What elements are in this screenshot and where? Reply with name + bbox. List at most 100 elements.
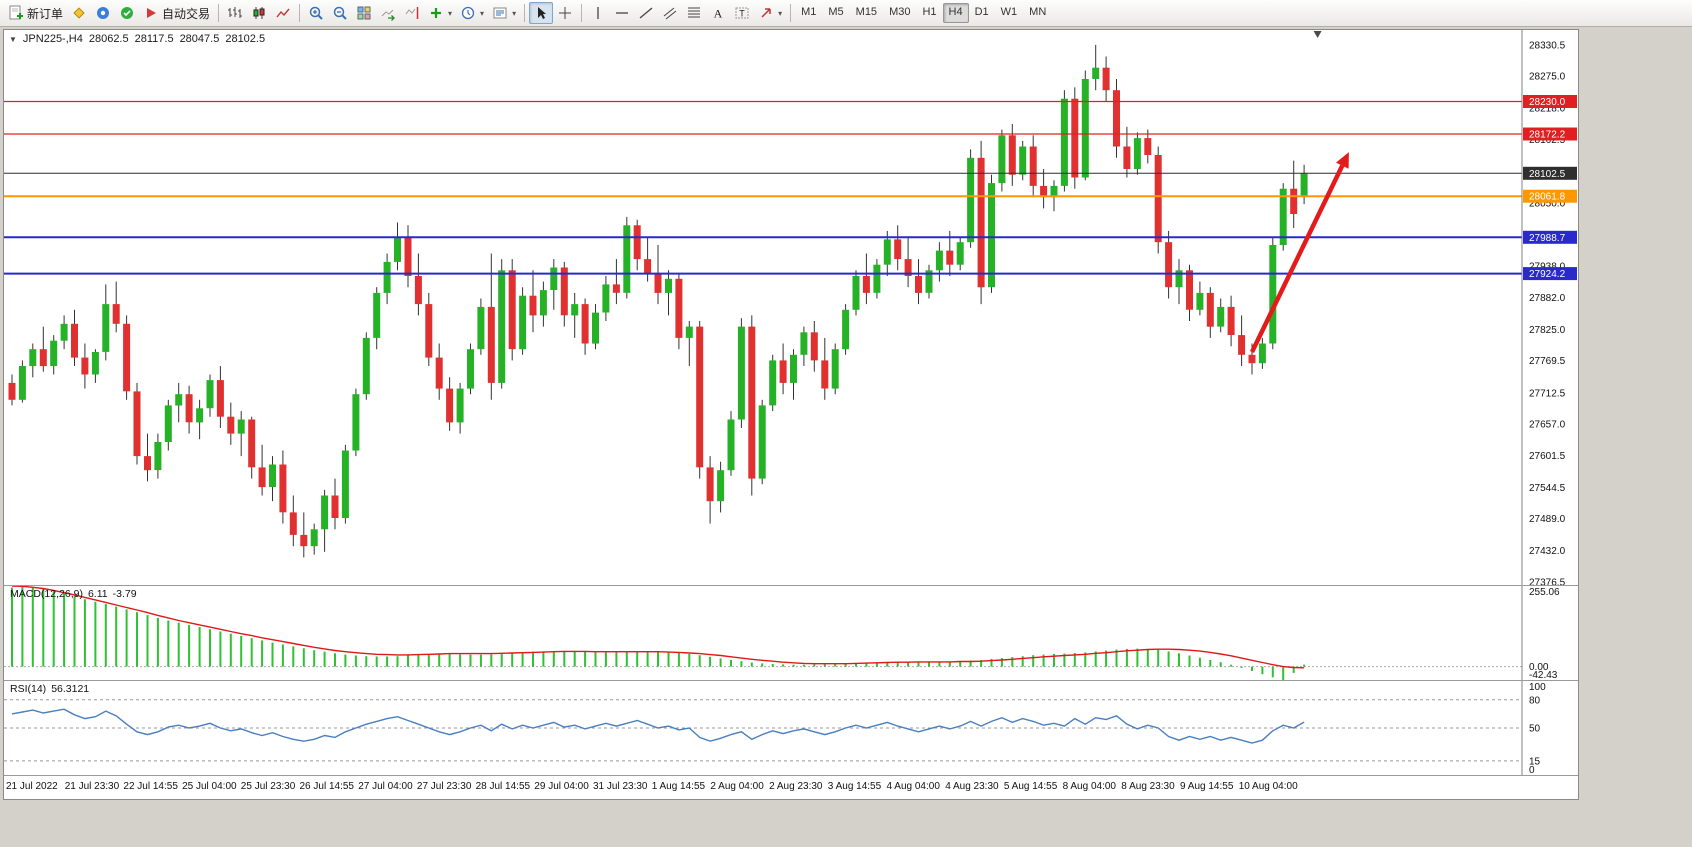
rsi-canvas[interactable]: 100 80 50 150 (4, 681, 1578, 775)
candle (352, 394, 360, 451)
time-label: 1 Aug 14:55 (651, 781, 706, 792)
timeframe-h4[interactable]: H4 (942, 3, 969, 23)
candle (883, 239, 891, 265)
candle (519, 295, 527, 350)
indicators-button[interactable]: ▾ (424, 2, 456, 24)
price-tick: 28218.0 (1529, 104, 1566, 115)
tile-windows-button[interactable] (352, 2, 376, 24)
time-label: 25 Jul 04:00 (182, 781, 237, 792)
signals-button[interactable] (115, 2, 139, 24)
main-chart-canvas[interactable]: 28330.528275.028218.028162.528106.528050… (4, 30, 1578, 585)
timeframe-m5[interactable]: M5 (828, 6, 844, 18)
fibonacci-button[interactable] (682, 2, 706, 24)
text-button[interactable]: A (706, 2, 730, 24)
arrows-button[interactable]: ▾ (754, 2, 786, 24)
timeframe-m15[interactable]: M15 (855, 6, 878, 18)
trendline-icon (638, 5, 654, 21)
candle (842, 309, 850, 350)
timeframe-d1[interactable]: D1 (974, 6, 989, 18)
cursor-button[interactable] (529, 2, 554, 24)
text-label-button[interactable]: T (730, 2, 754, 24)
time-label: 9 Aug 14:55 (1180, 781, 1234, 792)
timeframe-h1[interactable]: H1 (922, 6, 937, 18)
price-tick: 28275.0 (1529, 72, 1566, 83)
market-watch-button[interactable] (91, 2, 115, 24)
time-label: 8 Aug 04:00 (1062, 781, 1116, 792)
price-badge: 27988.7 (1523, 230, 1577, 244)
one-click-trading-toggle[interactable]: ▼ (9, 34, 17, 44)
timeframe-m1[interactable]: M1 (801, 6, 817, 18)
macd-scale-zero: 0.00 (1529, 662, 1549, 673)
svg-text:27988.7: 27988.7 (1529, 233, 1566, 244)
rsi-line (11, 708, 1305, 744)
time-label: 26 Jul 14:55 (299, 781, 355, 792)
horizontal-line-button[interactable] (610, 2, 634, 24)
candle (237, 419, 245, 434)
time-label: 27 Jul 04:00 (358, 781, 413, 792)
price-tick: 27544.5 (1529, 483, 1566, 494)
candle (1123, 146, 1131, 169)
price-tick: 27432.0 (1529, 546, 1566, 557)
templates-button[interactable]: ▾ (488, 2, 520, 24)
trend-arrow[interactable] (1249, 152, 1349, 353)
candle (144, 456, 151, 471)
new-order-icon (8, 5, 24, 21)
rsi-scale-label: 15 (1529, 756, 1541, 767)
candle (175, 394, 183, 406)
symbol-timeframe: JPN225-,H4 (22, 33, 83, 45)
price-tick: 27712.5 (1529, 388, 1566, 399)
chevron-down-icon: ▾ (480, 8, 485, 18)
candle (39, 349, 47, 367)
bar-chart-button[interactable] (223, 2, 247, 24)
channel-icon (662, 5, 678, 21)
macd-main-value: 6.11 (87, 588, 108, 600)
line-chart-button[interactable] (271, 2, 295, 24)
candle (1060, 98, 1068, 186)
candle (758, 405, 766, 479)
candle (737, 326, 745, 420)
periods-button[interactable]: ▾ (456, 2, 488, 24)
main-chart-panel[interactable]: ▼ JPN225-,H4 28062.5 28117.5 28047.5 281… (4, 30, 1578, 585)
timeframe-mn[interactable]: MN (1029, 6, 1047, 18)
candle (925, 270, 933, 293)
time-axis[interactable]: 21 Jul 2022 21 Jul 23:30 22 Jul 14:55 25 Ju… (4, 775, 1578, 799)
rsi-scale-label: 100 (1529, 682, 1546, 693)
metaeditor-button[interactable] (67, 2, 91, 24)
bar-chart-icon (227, 5, 243, 21)
candle (414, 276, 422, 305)
tile-windows-icon (356, 5, 372, 21)
vertical-line-button[interactable] (586, 2, 610, 24)
macd-signal-line (11, 586, 1305, 669)
zoom-in-button[interactable] (304, 2, 328, 24)
candle (1144, 138, 1152, 155)
candlestick-chart-button[interactable] (247, 2, 271, 24)
candle (112, 304, 120, 324)
chevron-down-icon: ▾ (778, 8, 783, 18)
rsi-scale-label: 50 (1529, 724, 1541, 735)
chart-shift-button[interactable] (400, 2, 424, 24)
candle (154, 442, 162, 471)
macd-panel[interactable]: MACD(12,26,9) 6.11 -3.79 255.06 0.00 -42.4… (4, 585, 1578, 680)
price-badge: 28061.8 (1523, 189, 1577, 203)
candle (227, 416, 235, 434)
auto-scroll-button[interactable] (376, 2, 400, 24)
candle (717, 470, 725, 502)
time-label: 22 Jul 14:55 (123, 781, 178, 792)
new-order-button[interactable]: 新订单 (4, 2, 67, 24)
macd-canvas[interactable]: 255.06 0.00-42.43 (4, 586, 1578, 680)
signals-icon (119, 5, 135, 21)
autotrading-button[interactable]: 自动交易 (139, 2, 214, 24)
equidistant-channel-button[interactable] (658, 2, 682, 24)
crosshair-button[interactable] (553, 2, 577, 24)
candle (956, 242, 964, 265)
rsi-panel[interactable]: RSI(14) 56.3121 100 80 50 15 0 (4, 680, 1578, 775)
trendline-button[interactable] (634, 2, 658, 24)
timeframe-w1[interactable]: W1 (1000, 6, 1018, 18)
zoom-out-button[interactable] (328, 2, 352, 24)
timeframe-m30[interactable]: M30 (889, 6, 911, 18)
candle (196, 408, 204, 423)
candle (852, 276, 860, 310)
candle (1165, 242, 1173, 288)
quote-low: 28047.5 (179, 33, 220, 45)
